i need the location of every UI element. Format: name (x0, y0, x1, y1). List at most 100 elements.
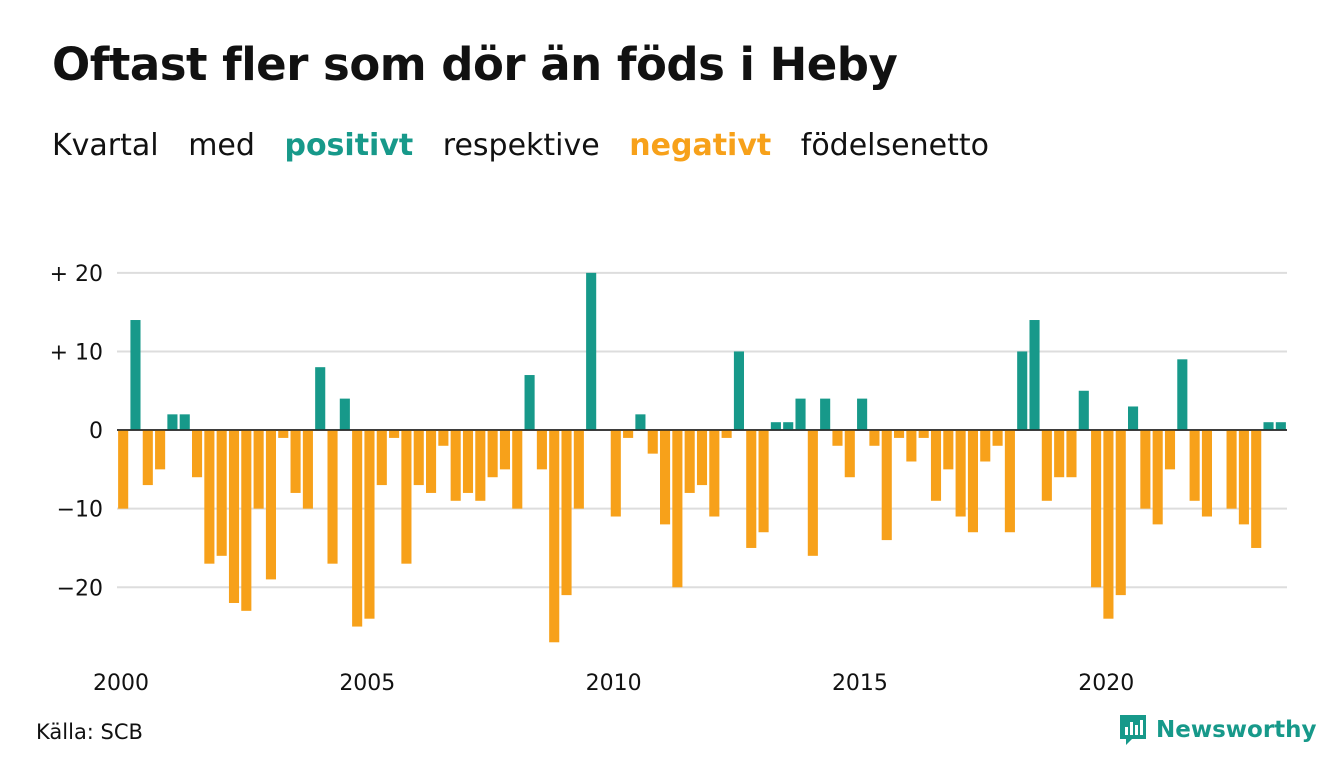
bar (881, 430, 892, 541)
bar (339, 398, 350, 431)
bar (894, 430, 905, 438)
bar (155, 430, 166, 470)
brand-logo: Newsworthy (1118, 713, 1317, 747)
bar (376, 430, 387, 486)
bar (992, 430, 1003, 446)
bar (1140, 430, 1151, 509)
y-tick-label: −20 (57, 576, 103, 601)
bar (450, 430, 461, 501)
y-tick-label: 0 (89, 419, 103, 444)
bar (1054, 430, 1065, 478)
bar (1263, 422, 1274, 431)
bar (684, 430, 695, 493)
bar (635, 414, 646, 431)
bar (1189, 430, 1200, 501)
bar (733, 351, 744, 431)
bar (1226, 430, 1237, 509)
bar (549, 430, 560, 643)
subtitle-negative: negativt (629, 128, 772, 163)
bar (1041, 430, 1052, 501)
bar (586, 272, 597, 431)
bar (1029, 320, 1040, 431)
bar (426, 430, 437, 493)
bar (1115, 430, 1126, 596)
bar (721, 430, 732, 438)
bar (906, 430, 917, 462)
bar (142, 430, 153, 486)
subtitle-word-respektive: respektive (442, 128, 600, 163)
bar (364, 430, 375, 619)
bar (918, 430, 929, 438)
bar (499, 430, 510, 470)
bar (561, 430, 572, 596)
bar (696, 430, 708, 486)
bar (228, 430, 240, 603)
bar (278, 430, 289, 438)
bar (647, 430, 658, 454)
bar (1164, 430, 1176, 470)
x-tick-label: 2010 (586, 671, 642, 696)
bar (352, 430, 363, 627)
bar (1201, 430, 1212, 517)
bar (462, 430, 474, 493)
bar (967, 430, 978, 533)
bar (327, 430, 338, 564)
bar (820, 398, 831, 431)
newsworthy-logo-icon (1120, 715, 1146, 745)
y-tick-label: + 10 (50, 340, 103, 365)
bar (1004, 430, 1015, 533)
bar (807, 430, 818, 556)
bar (746, 430, 757, 548)
bar (253, 430, 264, 509)
bar (770, 422, 781, 431)
bar (401, 430, 412, 564)
y-tick-label: −10 (57, 498, 103, 523)
bar (795, 398, 806, 431)
bar (869, 430, 880, 446)
bar (192, 430, 203, 478)
subtitle-word-kvartal: Kvartal (52, 128, 159, 163)
bar (709, 430, 720, 517)
bar (118, 430, 129, 509)
x-tick-label: 2015 (832, 671, 888, 696)
bar (1078, 390, 1089, 431)
bar (475, 430, 486, 501)
bar (1128, 406, 1139, 431)
bar (512, 430, 523, 509)
y-tick-label: + 20 (50, 262, 103, 287)
bar (623, 430, 634, 438)
chart-subtitle: Kvartal med positivt respektive negativt… (52, 128, 1009, 163)
bar (290, 430, 301, 493)
x-tick-label: 2020 (1078, 671, 1134, 696)
bar (524, 375, 535, 431)
bar (438, 430, 449, 446)
bar (930, 430, 942, 501)
bar (1238, 430, 1249, 525)
bar (1251, 430, 1262, 548)
source-label: Källa: SCB (36, 720, 143, 744)
bar (857, 398, 868, 431)
bar (955, 430, 966, 517)
bar (758, 430, 769, 533)
bar-chart: + 20 + 10 0 −10 −20 2000 2005 2010 2015 2020 (50, 262, 1287, 696)
bar (672, 430, 683, 588)
bar (536, 430, 547, 470)
bar (241, 430, 252, 611)
bar (179, 414, 190, 431)
bar (943, 430, 954, 470)
brand-name: Newsworthy (1156, 717, 1317, 743)
bar (1275, 422, 1286, 431)
bar (1091, 430, 1102, 588)
bar (1017, 351, 1028, 431)
bar (783, 422, 794, 431)
bar (167, 414, 178, 431)
bar (573, 430, 584, 509)
bar (1152, 430, 1163, 525)
bar (1103, 430, 1114, 619)
x-tick-label: 2005 (339, 671, 395, 696)
bar (487, 430, 498, 478)
bar (832, 430, 843, 446)
bar (204, 430, 215, 564)
bar (1177, 359, 1188, 431)
bar (610, 430, 621, 517)
